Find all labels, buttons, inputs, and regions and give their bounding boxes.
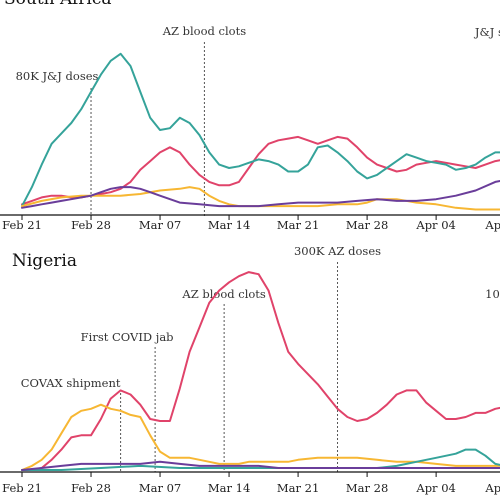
- annotation-label: 300K AZ doses: [294, 244, 381, 258]
- x-tick-label: Mar 14: [208, 481, 250, 495]
- series-line-pink: [21, 271, 500, 471]
- annotation-label: AZ blood clots: [181, 287, 266, 301]
- x-tick-label: Apr 04: [415, 481, 455, 495]
- x-tick-label: Apr 11: [484, 218, 500, 232]
- annotation-label: First COVID jab: [81, 330, 174, 344]
- annotation-label: 80K J&J doses: [16, 69, 99, 83]
- x-tick-label: Mar 21: [277, 218, 319, 232]
- x-tick-label: Mar 28: [346, 481, 388, 495]
- annotation-label: 100K AZ doses: [485, 287, 500, 301]
- x-tick-label: Apr 04: [415, 218, 455, 232]
- x-tick-label: Feb 28: [71, 218, 111, 232]
- x-tick-label: Mar 14: [208, 218, 250, 232]
- series-line-orange: [21, 403, 500, 471]
- x-tick-label: Mar 21: [277, 481, 319, 495]
- chart-south-africa: South Africa 80K J&J doses AZ blood clots…: [0, 0, 500, 232]
- x-tick-label: Mar 07: [139, 218, 181, 232]
- x-tick-label: Apr 11: [484, 481, 500, 495]
- annotation-label: AZ blood clots: [162, 24, 247, 38]
- annotation-label: COVAX shipment: [21, 376, 121, 390]
- annotation-label: J&J suspended: [474, 25, 500, 39]
- chart-title: South Africa: [4, 0, 112, 9]
- x-tick-label: Mar 07: [139, 481, 181, 495]
- series-line-purple: [21, 460, 500, 471]
- x-tick-label: Feb 21: [2, 218, 42, 232]
- x-tick-label: Feb 28: [71, 481, 111, 495]
- chart-title: Nigeria: [12, 251, 77, 271]
- x-tick-label: Feb 21: [2, 481, 42, 495]
- series-line-teal: [21, 52, 500, 208]
- series-line-pink: [21, 135, 500, 206]
- x-tick-label: Mar 28: [346, 218, 388, 232]
- chart-nigeria: Nigeria COVAX shipment First COVID jab AZ …: [0, 244, 500, 495]
- series-line-purple: [21, 180, 500, 209]
